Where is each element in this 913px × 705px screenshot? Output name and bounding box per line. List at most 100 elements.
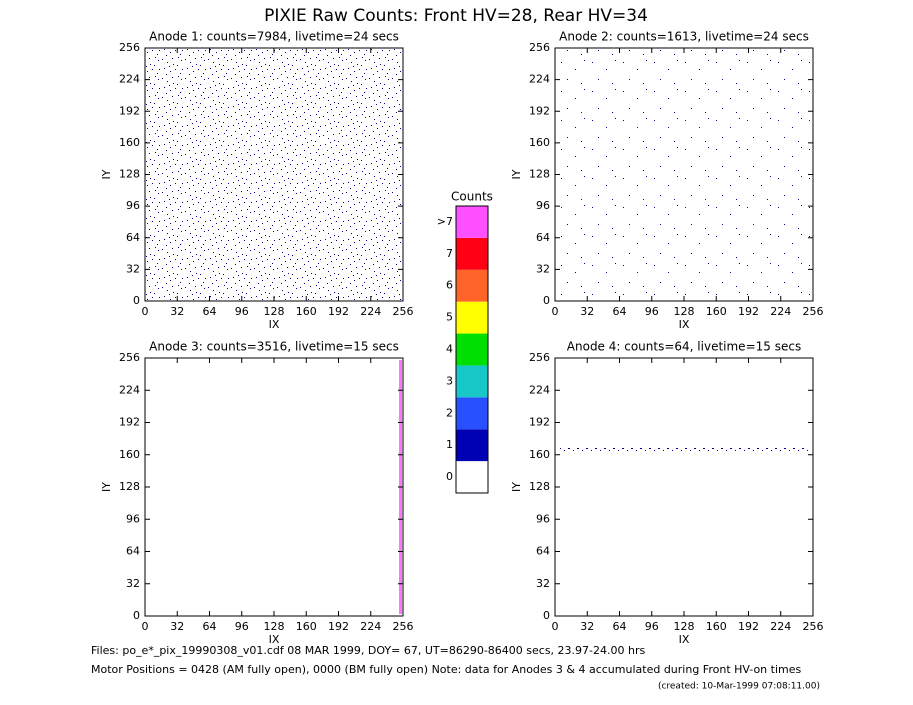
x-tick-label: 224 [360,620,381,633]
page-title: PIXIE Raw Counts: Front HV=28, Rear HV=3… [264,6,648,26]
colorbar-cell [456,461,488,493]
colorbar-cell [456,206,488,238]
colorbar-cell [456,333,488,366]
x-tick-label: 64 [203,305,217,318]
y-tick-label: 224 [119,73,140,86]
x-tick-label: 224 [360,305,381,318]
colorbar-cell [456,429,488,462]
colorbar-cell [456,301,488,334]
y-axis-label: IY [510,482,523,492]
y-tick-label: 96 [126,512,140,525]
x-tick-label: 32 [170,305,184,318]
colorbar-label: 3 [446,374,453,387]
colorbar-label: >7 [437,215,453,228]
x-tick-label: 0 [552,620,559,633]
x-tick-label: 192 [328,305,349,318]
x-tick-label: 64 [613,620,627,633]
x-tick-label: 96 [645,305,659,318]
colorbar-label: 0 [446,470,453,483]
y-tick-label: 64 [536,545,550,558]
y-tick-label: 256 [529,351,550,364]
y-tick-label: 160 [529,136,550,149]
colorbar-cell [456,237,488,270]
x-tick-label: 192 [738,305,759,318]
y-tick-label: 128 [529,168,550,181]
y-tick-label: 256 [119,41,140,54]
y-tick-label: 192 [119,104,140,117]
footer-line: Files: po_e*_pix_19990308_v01.cdf 08 MAR… [91,644,645,657]
colorbar-label: 2 [446,406,453,419]
y-tick-label: 32 [126,262,140,275]
y-tick-label: 128 [529,480,550,493]
x-tick-label: 64 [613,305,627,318]
y-tick-label: 32 [126,577,140,590]
panel-title: Anode 1: counts=7984, livetime=24 secs [149,30,399,44]
plot-frame [144,357,404,617]
x-tick-label: 192 [738,620,759,633]
y-tick-label: 0 [133,294,140,307]
panel-title: Anode 2: counts=1613, livetime=24 secs [559,30,809,44]
colorbar-title: Counts [451,190,493,204]
colorbar-cell [456,397,488,430]
y-axis-label: IY [100,482,113,492]
x-tick-label: 128 [674,620,695,633]
x-tick-label: 192 [328,620,349,633]
x-tick-label: 0 [552,305,559,318]
x-tick-label: 128 [264,620,285,633]
plot-frame [554,357,814,617]
x-tick-label: 0 [142,305,149,318]
x-tick-label: 256 [803,620,824,633]
y-tick-label: 96 [536,512,550,525]
y-tick-label: 64 [126,545,140,558]
count-texture [146,49,402,300]
x-tick-label: 256 [393,620,414,633]
y-axis-label: IY [100,169,113,179]
y-tick-label: 256 [529,41,550,54]
x-axis-label: IX [269,633,280,646]
y-tick-label: 160 [119,448,140,461]
colorbar-frame [455,205,489,494]
colorbar-label: 4 [446,343,453,356]
y-tick-label: 0 [543,609,550,622]
x-tick-label: 160 [296,620,317,633]
y-tick-label: 224 [529,73,550,86]
x-tick-label: 256 [393,305,414,318]
y-tick-label: 224 [529,383,550,396]
footer-line: Motor Positions = 0428 (AM fully open), … [91,663,801,676]
colorbar-label: 7 [446,247,453,260]
count-texture [560,448,810,451]
footer-line: (created: 10-Mar-1999 07:08:11.00) [658,682,820,692]
y-tick-label: 96 [126,199,140,212]
x-tick-label: 224 [770,305,791,318]
count-texture [556,49,812,300]
y-tick-label: 160 [119,136,140,149]
x-tick-label: 64 [203,620,217,633]
x-tick-label: 128 [264,305,285,318]
x-tick-label: 256 [803,305,824,318]
y-axis-label: IY [510,169,523,179]
x-axis-label: IX [269,318,280,331]
colorbar-cell [456,269,488,302]
x-tick-label: 160 [706,620,727,633]
x-tick-label: 32 [580,620,594,633]
y-tick-label: 256 [119,351,140,364]
y-tick-label: 224 [119,383,140,396]
panel-title: Anode 3: counts=3516, livetime=15 secs [149,340,399,354]
colorbar-label: 5 [446,311,453,324]
colorbar-label: 1 [446,438,453,451]
y-tick-label: 160 [529,448,550,461]
x-axis-label: IX [679,633,690,646]
x-tick-label: 128 [674,305,695,318]
x-tick-label: 160 [296,305,317,318]
x-tick-label: 96 [235,620,249,633]
colorbar-label: 6 [446,279,453,292]
x-tick-label: 32 [170,620,184,633]
colorbar-cell [456,365,488,398]
x-tick-label: 0 [142,620,149,633]
x-tick-label: 160 [706,305,727,318]
y-tick-label: 32 [536,262,550,275]
panel-title: Anode 4: counts=64, livetime=15 secs [567,340,801,354]
y-tick-label: 192 [529,416,550,429]
x-axis-label: IX [679,318,690,331]
